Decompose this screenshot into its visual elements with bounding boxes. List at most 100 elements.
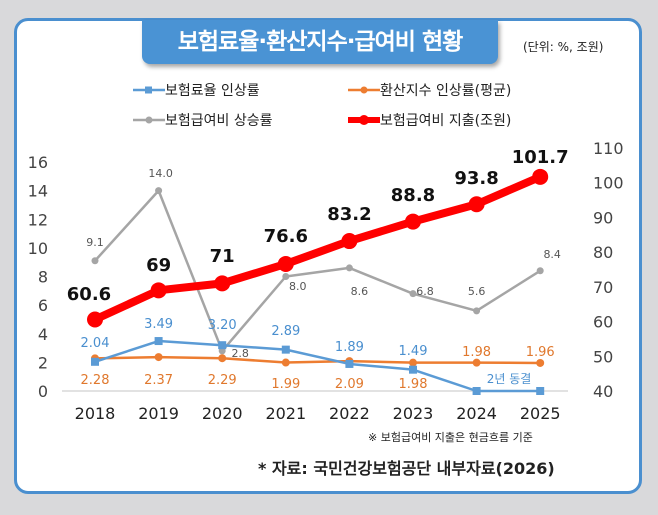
- right-tick-label: 110: [593, 139, 624, 158]
- data-point: [536, 387, 545, 395]
- x-tick-label: 2023: [393, 404, 434, 423]
- left-tick-label: 0: [38, 382, 48, 401]
- data-label: 1.89: [335, 340, 364, 355]
- data-label: 2.8: [231, 347, 249, 360]
- x-tick-label: 2018: [75, 404, 116, 423]
- x-tick-label: 2019: [138, 404, 179, 423]
- data-point: [409, 290, 417, 298]
- data-label: 8.0: [289, 280, 307, 293]
- data-label: 1.99: [271, 377, 300, 392]
- data-label: 2.89: [271, 324, 300, 339]
- legend-item-benefit-rate: 보험급여비 상승률: [133, 110, 273, 130]
- x-tick-label: 2022: [329, 404, 370, 423]
- data-label: 2.37: [144, 373, 173, 388]
- data-point: [536, 358, 545, 367]
- legend-item-expenditure: 보험급여비 지출(조원): [348, 110, 511, 130]
- data-label: 1.96: [526, 345, 555, 360]
- series-line: [94, 355, 541, 365]
- data-label: 71: [210, 246, 235, 267]
- legend-marker-circle-icon: [348, 86, 380, 94]
- left-tick-label: 6: [38, 296, 48, 315]
- left-tick-label: 8: [38, 268, 48, 287]
- right-tick-label: 60: [593, 313, 613, 332]
- data-point: [532, 168, 549, 185]
- legend-item-premium: 보험료율 인상률: [133, 80, 260, 100]
- data-label: 1.98: [462, 345, 491, 360]
- data-label: 3.49: [144, 317, 173, 332]
- data-label: 14.0: [148, 167, 173, 180]
- left-tick-label: 4: [38, 325, 48, 344]
- data-point: [472, 358, 481, 367]
- data-label: 83.2: [327, 204, 371, 225]
- data-label: 101.7: [512, 147, 569, 168]
- data-label: 76.6: [264, 226, 308, 247]
- data-point: [536, 267, 544, 275]
- data-point: [409, 358, 417, 367]
- data-label: 3.20: [208, 318, 237, 333]
- data-point: [282, 273, 290, 280]
- chart-card: [14, 18, 642, 494]
- left-tick-label: 16: [28, 153, 48, 172]
- data-point: [345, 359, 354, 368]
- right-tick-label: 50: [593, 347, 613, 366]
- data-point: [405, 213, 421, 230]
- x-tick-label: 2025: [520, 404, 561, 423]
- x-tick-label: 2020: [202, 404, 243, 423]
- data-label: 1.49: [399, 344, 428, 359]
- left-tick-label: 10: [28, 239, 48, 258]
- legend-label: 보험급여비 상승률: [165, 113, 273, 129]
- data-label: 2.09: [335, 377, 364, 392]
- data-label: 69: [146, 255, 171, 276]
- source-text: * 자료: 국민건강보험공단 내부자료(2026): [258, 459, 555, 478]
- data-label: 9.1: [86, 236, 104, 249]
- data-point: [155, 187, 163, 195]
- data-point: [91, 357, 99, 366]
- data-point: [87, 311, 103, 328]
- data-label: 2.04: [81, 336, 110, 351]
- right-tick-label: 100: [593, 174, 624, 193]
- legend-item-conversion: 환산지수 인상률(평균): [348, 80, 511, 100]
- chart-title: 보험료율·환산지수·급여비 현황: [142, 20, 498, 64]
- x-tick-label: 2021: [265, 404, 306, 423]
- freeze-annotation: 2년 동결: [487, 372, 532, 386]
- footnote: ※ 보험급여비 지출은 현금흐름 기준: [368, 431, 533, 444]
- data-label: 93.8: [454, 168, 498, 189]
- data-point: [281, 345, 290, 354]
- data-point: [150, 282, 167, 299]
- legend-marker-circle-icon: [348, 115, 380, 125]
- data-point: [409, 365, 417, 374]
- unit-label: (단위: %, 조원): [523, 40, 604, 54]
- data-label: 5.6: [468, 285, 486, 298]
- data-point: [154, 353, 163, 362]
- x-tick-label: 2024: [456, 404, 497, 423]
- data-label: 88.8: [391, 185, 435, 206]
- legend-label: 보험료율 인상률: [165, 83, 260, 99]
- data-point: [218, 341, 227, 350]
- left-tick-label: 2: [38, 353, 48, 372]
- left-tick-label: 12: [28, 210, 48, 229]
- left-tick-label: 14: [28, 182, 48, 201]
- series-line: [93, 173, 542, 324]
- data-point: [468, 196, 485, 213]
- legend-label: 보험급여비 지출(조원): [380, 113, 512, 129]
- data-point: [281, 358, 290, 367]
- data-label: 2.28: [81, 373, 110, 388]
- data-point: [218, 354, 227, 363]
- data-label: 1.98: [399, 377, 428, 392]
- right-tick-label: 70: [593, 278, 613, 297]
- legend-label: 환산지수 인상률(평균): [380, 83, 512, 99]
- data-point: [154, 337, 163, 346]
- series-line: [94, 189, 541, 353]
- data-label: 6.8: [416, 285, 434, 298]
- data-point: [91, 257, 99, 265]
- right-tick-label: 80: [593, 243, 613, 262]
- data-point: [473, 307, 481, 315]
- right-tick-label: 40: [593, 382, 613, 401]
- data-point: [472, 387, 481, 395]
- data-label: 8.6: [351, 285, 369, 298]
- data-label: 8.4: [543, 248, 561, 261]
- data-point: [341, 233, 358, 250]
- data-label: 60.6: [67, 284, 111, 305]
- data-point: [345, 264, 353, 272]
